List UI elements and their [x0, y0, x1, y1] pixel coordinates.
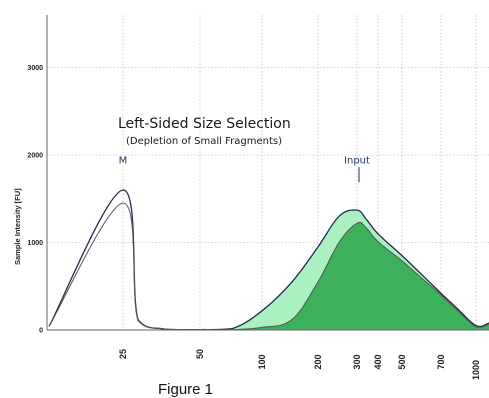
plot-axes: [46, 15, 489, 331]
y-tick-labels: 0 1000 2000 3000: [27, 65, 43, 335]
x-tick-label: 300: [352, 355, 362, 370]
x-tick-label: 100: [257, 355, 267, 370]
y-tick-label: 0: [39, 328, 43, 335]
chart-subtitle: (Depletion of Small Fragments): [126, 136, 282, 147]
x-tick-label: 500: [397, 355, 407, 370]
selected-trace-fill: [232, 222, 489, 330]
series-fills: [232, 209, 489, 330]
x-tick-label: 25: [118, 349, 128, 359]
x-tick-label: 50: [195, 349, 205, 359]
x-tick-label: 200: [313, 355, 323, 370]
x-tick-labels: 25 50 100 200 300 400 500 700 1000: [118, 349, 481, 380]
x-tick-label: 1000: [471, 360, 481, 380]
selected-trace-line: [48, 202, 489, 331]
x-tick-label: 400: [373, 355, 383, 370]
peak-label: M: [119, 155, 128, 166]
chart-title: Left-Sided Size Selection: [118, 116, 291, 132]
peak-label: Input: [344, 155, 370, 166]
y-tick-label: 2000: [27, 153, 43, 160]
y-tick-label: 1000: [27, 240, 43, 247]
x-tick-label: 700: [436, 355, 446, 370]
series-lines: [48, 189, 489, 331]
figure-caption: Figure 1: [158, 381, 213, 398]
input-trace-line: [48, 189, 489, 331]
y-axis-label: Sample Intensity [FU]: [13, 188, 22, 265]
peak-annotations: M Input: [119, 155, 370, 183]
y-tick-label: 3000: [27, 65, 43, 72]
